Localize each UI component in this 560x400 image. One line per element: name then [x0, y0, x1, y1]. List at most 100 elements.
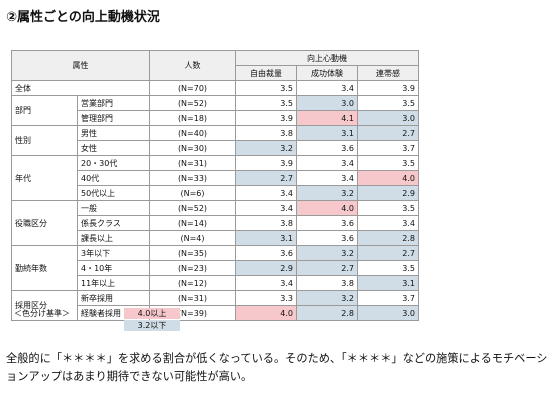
value-col3: 2.7 — [357, 125, 419, 141]
row-sub-label: 女性 — [77, 140, 150, 156]
table-row: 役職区分 一般 (N=52) 3.4 4.0 3.5 — [11, 200, 419, 246]
table-row: 40代 (N=33) 2.7 3.4 4.0 — [12, 170, 419, 186]
value-col2: 3.0 — [296, 95, 358, 111]
row-count: (N=40) — [149, 125, 236, 141]
row-label: 全体 — [11, 80, 150, 96]
header-col3: 連帯感 — [357, 65, 419, 81]
header-motive-group: 向上心動機 — [235, 50, 419, 66]
header-count: 人数 — [149, 50, 236, 81]
value-col3: 3.0 — [357, 305, 419, 321]
row-sub-label: 係長クラス — [77, 215, 150, 231]
value-col2: 3.4 — [296, 170, 358, 186]
row-count: (N=31) — [149, 290, 236, 306]
row-count: (N=33) — [149, 170, 236, 186]
value-col3: 3.7 — [357, 140, 419, 156]
legend-caption: ＜色分け基準＞ — [14, 309, 70, 318]
table-row: 性別 男性 (N=40) 3.8 3.1 2.7 — [11, 125, 419, 156]
value-col1: 3.6 — [235, 245, 297, 261]
value-col2: 4.0 — [296, 200, 358, 216]
value-col3: 3.1 — [357, 275, 419, 291]
row-count: (N=4) — [149, 230, 236, 246]
row-sub-label: 管理部門 — [77, 110, 150, 126]
value-col3: 3.5 — [357, 155, 419, 171]
value-col1: 3.4 — [235, 275, 297, 291]
value-col1: 3.3 — [235, 290, 297, 306]
value-col3: 4.0 — [357, 170, 419, 186]
value-col3: 3.5 — [357, 200, 419, 216]
row-sub-label: 3年以下 — [77, 245, 150, 261]
value-col2: 3.2 — [296, 290, 358, 306]
header-attribute: 属性 — [11, 50, 150, 81]
value-col2: 3.2 — [296, 185, 358, 201]
value-col2: 3.6 — [296, 140, 358, 156]
value-col3: 3.7 — [357, 290, 419, 306]
table-row: 係長クラス (N=14) 3.8 3.6 3.4 — [12, 215, 419, 231]
row-sub-label: 男性 — [77, 125, 150, 141]
row-sub-label: 営業部門 — [77, 95, 150, 111]
value-col1: 3.1 — [235, 230, 297, 246]
row-sub-label: 20・30代 — [77, 155, 150, 171]
legend-high: 4.0以上 — [124, 308, 180, 319]
table-row: 採用区分 新卒採用 (N=31) 3.3 3.2 3.7 — [11, 290, 419, 321]
row-group-label: 年代 — [11, 155, 78, 201]
value-col3: 3.5 — [357, 260, 419, 276]
table-row: 勤続年数 3年以下 (N=35) 3.6 3.2 2.7 — [11, 245, 419, 291]
row-group-label: 勤続年数 — [11, 245, 78, 291]
value-col2: 3.1 — [296, 125, 358, 141]
value-col3: 3.5 — [357, 95, 419, 111]
row-count: (N=12) — [149, 275, 236, 291]
value-col1: 3.5 — [235, 95, 297, 111]
row-sub-label: 11年以上 — [77, 275, 150, 291]
value-col2: 3.4 — [296, 80, 358, 96]
value-col2: 3.6 — [296, 230, 358, 246]
table-row: 11年以上 (N=12) 3.4 3.8 3.1 — [12, 275, 419, 291]
value-col3: 3.0 — [357, 110, 419, 126]
value-col1: 3.4 — [235, 200, 297, 216]
row-sub-label: 4・10年 — [77, 260, 150, 276]
row-group-label: 採用区分 — [11, 290, 78, 321]
row-count: (N=14) — [149, 215, 236, 231]
row-count: (N=35) — [149, 245, 236, 261]
row-sub-label: 40代 — [77, 170, 150, 186]
value-col3: 3.4 — [357, 215, 419, 231]
value-col1: 2.9 — [235, 260, 297, 276]
table-row: 部門 営業部門 (N=52) 3.5 3.0 3.5 — [11, 95, 419, 126]
page-title: ②属性ごとの向上動機状況 — [6, 10, 160, 25]
value-col1: 3.5 — [235, 80, 297, 96]
value-col1: 3.8 — [235, 125, 297, 141]
row-group-label: 役職区分 — [11, 200, 78, 246]
value-col2: 4.1 — [296, 110, 358, 126]
value-col1: 3.9 — [235, 110, 297, 126]
row-sub-label: 課長以上 — [77, 230, 150, 246]
table-row: 全体 (N=70) 3.5 3.4 3.9 — [11, 80, 419, 96]
value-col2: 3.2 — [296, 245, 358, 261]
value-col1: 3.8 — [235, 215, 297, 231]
table-row: 50代以上 (N=6) 3.4 3.2 2.9 — [12, 185, 419, 201]
value-col1: 3.4 — [235, 185, 297, 201]
row-count: (N=31) — [149, 155, 236, 171]
row-count: (N=30) — [149, 140, 236, 156]
table-row: 課長以上 (N=4) 3.1 3.6 2.8 — [12, 230, 419, 246]
value-col2: 2.7 — [296, 260, 358, 276]
row-sub-label: 一般 — [77, 200, 150, 216]
value-col2: 3.6 — [296, 215, 358, 231]
value-col1: 2.7 — [235, 170, 297, 186]
conclusion-text: 全般的に「＊＊＊＊」を求める割合が低くなっている。そのため、「＊＊＊＊」などの施… — [6, 352, 548, 383]
value-col1: 3.9 — [235, 155, 297, 171]
row-count: (N=70) — [149, 80, 236, 96]
row-count: (N=18) — [149, 110, 236, 126]
row-count: (N=52) — [149, 95, 236, 111]
value-col2: 3.4 — [296, 155, 358, 171]
value-col3: 2.7 — [357, 245, 419, 261]
header-col1: 自由裁量 — [235, 65, 297, 81]
value-col3: 2.9 — [357, 185, 419, 201]
attribute-motivation-table: 属性 人数 向上心動機 自由裁量 成功体験 連帯感 全体 (N=70) 3.5 3.4… — [11, 50, 419, 321]
value-col1: 3.2 — [235, 140, 297, 156]
row-sub-label: 50代以上 — [77, 185, 150, 201]
row-count: (N=6) — [149, 185, 236, 201]
row-count: (N=52) — [149, 200, 236, 216]
value-col3: 2.8 — [357, 230, 419, 246]
table-row: 女性 (N=30) 3.2 3.6 3.7 — [12, 140, 419, 156]
table-row: 年代 20・30代 (N=31) 3.9 3.4 3.5 — [11, 155, 419, 201]
row-count: (N=23) — [149, 260, 236, 276]
